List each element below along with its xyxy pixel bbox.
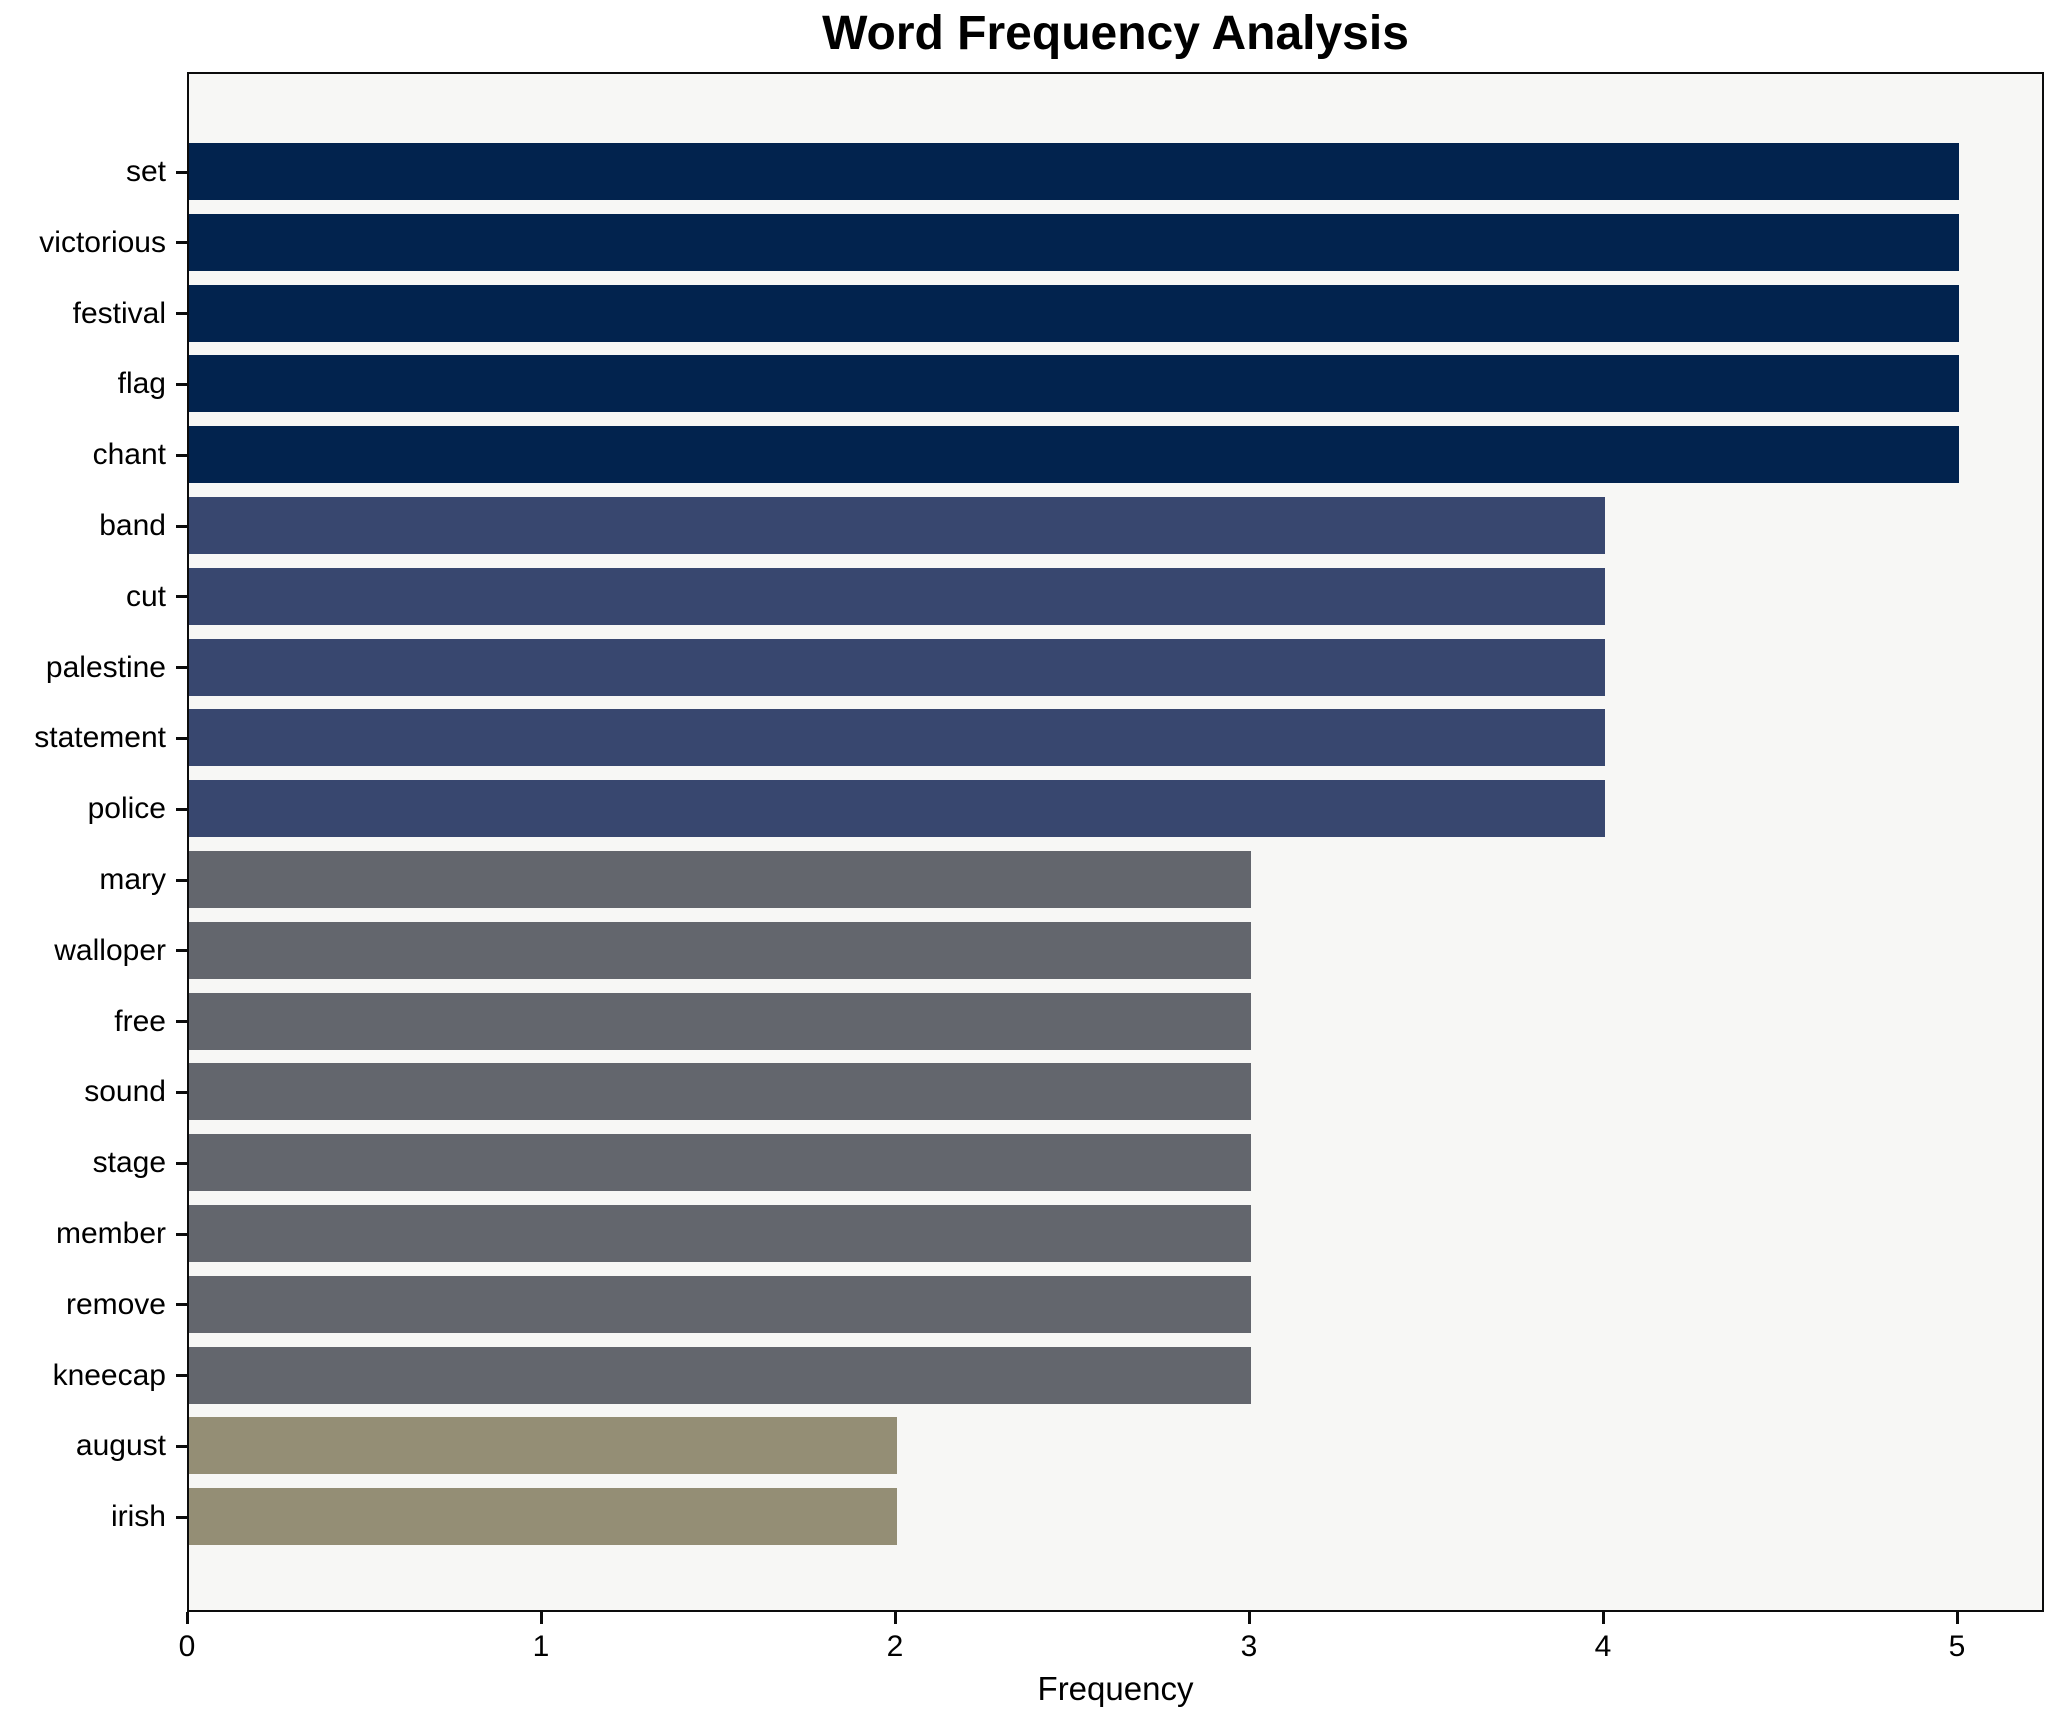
plot-area (187, 72, 2044, 1612)
bar-set (189, 143, 1959, 200)
y-tick-label-set: set (125, 155, 166, 188)
bar-member (189, 1205, 1251, 1262)
y-tick-mark (176, 1374, 187, 1378)
x-axis-label: Frequency (1037, 1670, 1194, 1707)
bar-statement (189, 709, 1605, 767)
y-tick-label-walloper: walloper (54, 933, 166, 967)
y-tick-label-remove: remove (65, 1287, 166, 1321)
y-tick-mark (176, 878, 187, 882)
bar-festival (189, 284, 1959, 342)
y-tick-mark (176, 1303, 187, 1307)
y-tick-mark (176, 807, 187, 811)
bar-band (189, 497, 1605, 554)
bar-irish (189, 1488, 897, 1546)
y-tick-label-police: police (87, 792, 166, 826)
y-tick-mark (176, 382, 187, 386)
y-tick-label-irish: irish (110, 1500, 166, 1534)
y-tick-label-statement: statement (34, 721, 166, 755)
x-tick-label-0: 0 (178, 1630, 196, 1663)
y-tick-label-flag: flag (117, 367, 166, 401)
y-tick-label-victorious: victorious (39, 225, 166, 259)
bar-palestine (189, 638, 1605, 696)
y-tick-label-chant: chant (92, 438, 166, 472)
y-tick-mark (176, 241, 187, 245)
y-tick-mark (176, 595, 187, 599)
x-tick-label-4: 4 (1594, 1630, 1612, 1663)
y-tick-label-palestine: palestine (45, 650, 166, 684)
y-tick-label-mary: mary (99, 863, 166, 896)
x-tick-mark (1247, 1612, 1251, 1624)
y-tick-label-stage: stage (92, 1146, 166, 1180)
bar-remove (189, 1275, 1251, 1333)
y-tick-mark (176, 1090, 187, 1094)
bar-august (189, 1417, 897, 1475)
y-tick-label-august: august (75, 1429, 166, 1463)
y-tick-mark (176, 1020, 187, 1024)
x-tick-mark (539, 1612, 543, 1624)
y-tick-mark (176, 312, 187, 316)
chart-title: Word Frequency Analysis (822, 7, 1409, 60)
bar-kneecap (189, 1346, 1251, 1404)
x-tick-mark (185, 1612, 189, 1624)
y-tick-mark (176, 453, 187, 457)
y-tick-label-member: member (55, 1217, 166, 1250)
bar-stage (189, 1134, 1251, 1192)
y-tick-label-kneecap: kneecap (52, 1358, 166, 1392)
y-tick-mark (176, 666, 187, 670)
y-tick-label-sound: sound (84, 1075, 166, 1109)
y-tick-mark (176, 1444, 187, 1448)
x-tick-mark (1955, 1612, 1959, 1624)
y-tick-mark (176, 1232, 187, 1236)
bar-police (189, 780, 1605, 838)
x-tick-label-5: 5 (1948, 1630, 1966, 1663)
y-tick-mark (176, 1515, 187, 1519)
y-tick-mark (176, 736, 187, 740)
bar-walloper (189, 921, 1251, 979)
y-tick-mark (176, 170, 187, 174)
y-tick-mark (176, 1161, 187, 1165)
y-tick-label-band: band (99, 509, 166, 542)
bar-flag (189, 355, 1959, 413)
x-tick-mark (893, 1612, 897, 1624)
x-tick-label-3: 3 (1240, 1630, 1258, 1663)
y-tick-label-cut: cut (125, 579, 166, 613)
x-tick-label-1: 1 (532, 1630, 550, 1663)
bar-sound (189, 1063, 1251, 1121)
y-tick-label-free: free (114, 1004, 166, 1038)
x-tick-mark (1601, 1612, 1605, 1624)
x-tick-label-2: 2 (886, 1630, 904, 1663)
y-tick-mark (176, 949, 187, 953)
bar-victorious (189, 213, 1959, 271)
bar-chant (189, 426, 1959, 484)
bar-free (189, 992, 1251, 1050)
bar-mary (189, 851, 1251, 908)
bar-cut (189, 567, 1605, 625)
y-tick-label-festival: festival (72, 296, 166, 330)
y-tick-mark (176, 524, 187, 528)
